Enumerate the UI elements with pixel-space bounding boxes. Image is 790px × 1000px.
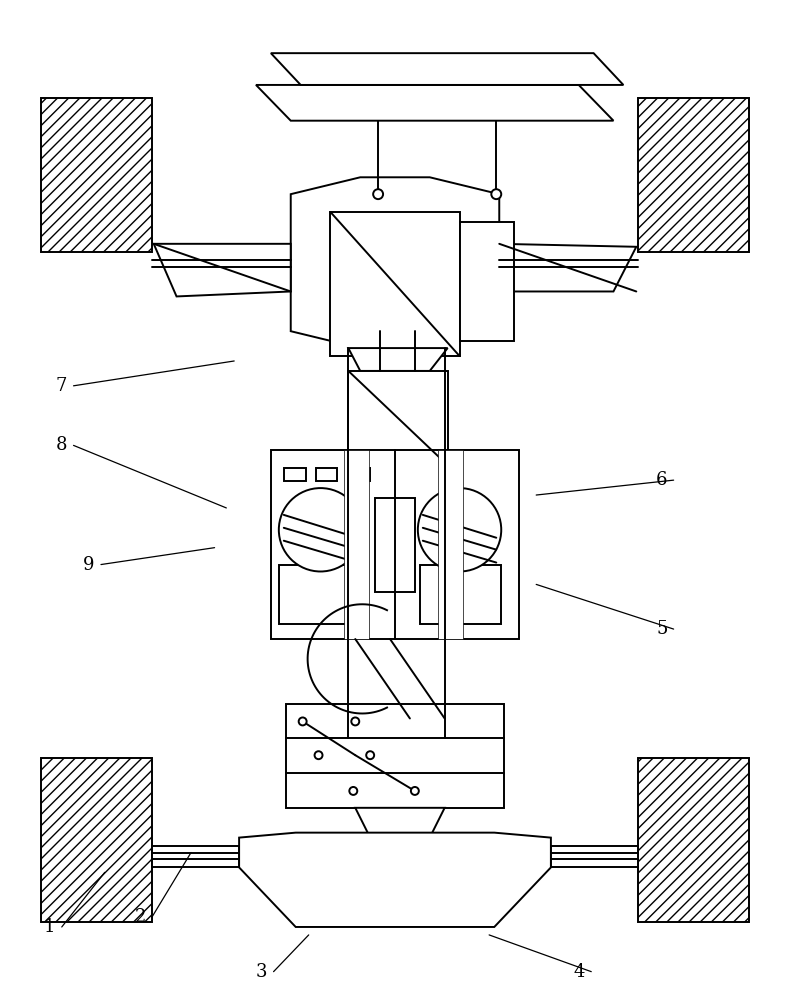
Bar <box>271 450 519 639</box>
Text: 1: 1 <box>44 918 55 936</box>
Bar <box>638 98 750 252</box>
Text: 4: 4 <box>574 963 585 981</box>
Bar <box>348 468 371 481</box>
Bar <box>438 450 462 639</box>
Polygon shape <box>499 244 636 291</box>
Circle shape <box>418 488 501 571</box>
Bar <box>419 565 501 624</box>
Text: 6: 6 <box>656 471 668 489</box>
Text: 7: 7 <box>56 377 67 395</box>
Text: 9: 9 <box>83 556 95 574</box>
Polygon shape <box>348 348 448 371</box>
Polygon shape <box>154 244 291 296</box>
Bar <box>279 565 360 624</box>
Bar <box>284 468 306 481</box>
Circle shape <box>314 751 322 759</box>
Bar <box>460 222 514 341</box>
Polygon shape <box>356 808 445 838</box>
Text: 5: 5 <box>656 620 668 638</box>
Circle shape <box>279 488 363 571</box>
Circle shape <box>411 787 419 795</box>
Polygon shape <box>256 85 614 121</box>
Circle shape <box>352 717 359 725</box>
Polygon shape <box>239 833 551 927</box>
Bar <box>344 450 369 639</box>
Bar <box>315 468 337 481</box>
Circle shape <box>373 189 383 199</box>
Text: 2: 2 <box>134 908 145 926</box>
Bar <box>40 758 152 922</box>
Bar <box>40 98 152 252</box>
Bar <box>330 212 460 356</box>
Circle shape <box>299 717 307 725</box>
Polygon shape <box>271 53 623 85</box>
Text: 3: 3 <box>256 963 267 981</box>
Bar <box>286 704 504 808</box>
Bar <box>371 838 430 859</box>
Bar <box>348 371 448 465</box>
Bar <box>551 846 638 867</box>
Bar <box>152 846 239 867</box>
Circle shape <box>491 189 501 199</box>
Polygon shape <box>291 177 499 348</box>
Text: 8: 8 <box>56 436 67 454</box>
Bar <box>638 758 750 922</box>
Bar <box>375 498 415 592</box>
Circle shape <box>349 787 357 795</box>
Circle shape <box>367 751 374 759</box>
